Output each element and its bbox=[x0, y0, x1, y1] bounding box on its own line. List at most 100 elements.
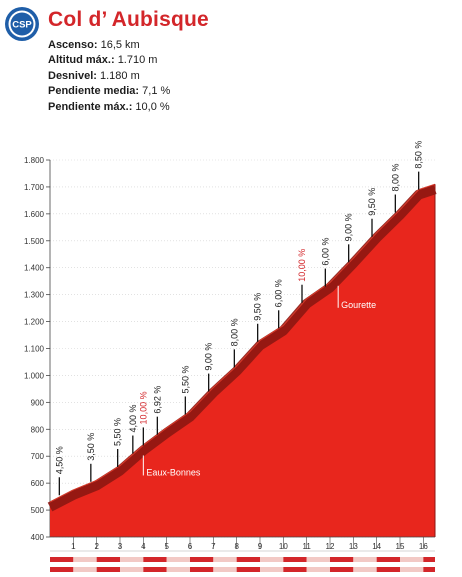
distance-band-segment bbox=[143, 567, 167, 572]
distance-band-segment bbox=[306, 557, 330, 562]
distance-band-segment bbox=[400, 557, 424, 562]
gradient-label: 5,50 % bbox=[113, 418, 123, 446]
x-tick-label: 9 bbox=[258, 542, 263, 551]
distance-band-segment bbox=[236, 567, 260, 572]
profile-road-band bbox=[47, 184, 437, 512]
x-tick-label: 11 bbox=[303, 542, 312, 551]
distance-band-segment bbox=[213, 557, 237, 562]
distance-band-segment bbox=[73, 567, 97, 572]
distance-band-segment bbox=[120, 567, 144, 572]
gradient-label: 9,00 % bbox=[344, 213, 354, 241]
distance-band-segment bbox=[166, 567, 190, 572]
distance-band-segment bbox=[143, 557, 167, 562]
distance-band-segment bbox=[400, 567, 424, 572]
distance-band-segment bbox=[50, 557, 74, 562]
place-layer: Eaux-Bonnes Gourette bbox=[142, 285, 376, 477]
place-label: Eaux-Bonnes bbox=[146, 467, 201, 477]
distance-band-segment bbox=[96, 567, 120, 572]
x-tick-label: 2 bbox=[94, 542, 99, 551]
climb-stats: Ascenso: 16,5 km Altitud máx.: 1.710 m D… bbox=[48, 38, 170, 115]
y-tick-label: 1.400 bbox=[24, 264, 45, 273]
gradient-label: 6,92 % bbox=[152, 386, 162, 414]
y-tick-label: 400 bbox=[31, 533, 45, 542]
distance-band-segment bbox=[260, 567, 284, 572]
csp-logo: CSP bbox=[5, 7, 39, 41]
x-tick-label: 12 bbox=[326, 542, 335, 551]
y-tick-label: 900 bbox=[31, 398, 45, 407]
distance-band-segment bbox=[283, 557, 307, 562]
x-tick-label: 14 bbox=[372, 542, 381, 551]
x-tick-label: 5 bbox=[164, 542, 169, 551]
y-tick-label: 1.500 bbox=[24, 237, 45, 246]
stat-elevation-gain: Desnivel: 1.180 m bbox=[48, 69, 140, 82]
x-tick-label: 4 bbox=[141, 542, 146, 551]
y-tick-label: 800 bbox=[31, 425, 45, 434]
gradient-label: 4,50 % bbox=[54, 446, 64, 474]
gradient-label: 9,00 % bbox=[204, 343, 214, 371]
stat-max-gradient: Pendiente máx.: 10,0 % bbox=[48, 100, 170, 113]
distance-band-segment bbox=[190, 567, 214, 572]
gradient-label: 4,00 % bbox=[128, 404, 138, 432]
profile-edge-line bbox=[49, 183, 436, 503]
y-tick-label: 500 bbox=[31, 506, 45, 515]
distance-band-segment bbox=[120, 557, 144, 562]
distance-band-segment bbox=[236, 557, 260, 562]
logo-center bbox=[10, 12, 34, 36]
x-tick-label: 16 bbox=[419, 542, 428, 551]
y-tick-label: 1.000 bbox=[24, 371, 45, 380]
distance-band-segment bbox=[330, 567, 354, 572]
distance-band-segment bbox=[190, 557, 214, 562]
gradient-label: 8,00 % bbox=[390, 163, 400, 191]
distance-band-segment bbox=[96, 557, 120, 562]
distance-band-segment bbox=[73, 557, 97, 562]
stat-max-altitude: Altitud máx.: 1.710 m bbox=[48, 54, 158, 67]
y-tick-label: 600 bbox=[31, 479, 45, 488]
climb-title: Col d’ Aubisque bbox=[48, 8, 209, 31]
x-axis: 1 2 3 4 5 6 7 8 9 10 11 12 13 14 15 16 bbox=[50, 536, 435, 572]
gradient-label: 6,00 % bbox=[320, 238, 330, 266]
x-tick-label: 7 bbox=[211, 542, 216, 551]
place-label: Gourette bbox=[341, 300, 376, 310]
gradient-label: 8,50 % bbox=[414, 141, 424, 169]
gradient-label: 9,50 % bbox=[367, 188, 377, 216]
x-tick-label: 8 bbox=[234, 542, 239, 551]
y-tick-label: 1.200 bbox=[24, 318, 45, 327]
gradient-label: 8,00 % bbox=[229, 318, 239, 346]
distance-band-segment bbox=[213, 567, 237, 572]
gradient-label: 5,50 % bbox=[180, 365, 190, 393]
distance-band-segment bbox=[353, 567, 377, 572]
distance-band-segment bbox=[376, 567, 400, 572]
x-tick-label: 10 bbox=[279, 542, 288, 551]
distance-band-segment bbox=[423, 567, 435, 572]
gradient-label: 9,50 % bbox=[253, 293, 263, 321]
y-tick-label: 1.600 bbox=[24, 210, 45, 219]
y-tick-label: 1.700 bbox=[24, 183, 45, 192]
gradient-label: 3,50 % bbox=[86, 433, 96, 461]
distance-band-segment bbox=[260, 557, 284, 562]
distance-band-segment bbox=[330, 557, 354, 562]
y-tick-label: 1.100 bbox=[24, 345, 45, 354]
profile-area-layer bbox=[47, 183, 437, 537]
x-tick-label: 15 bbox=[396, 542, 405, 551]
elevation-profile-chart: 400 500 600 700 800 900 1.000 1.100 1.200 1.300 1.… bbox=[24, 141, 437, 572]
y-tick-label: 700 bbox=[31, 452, 45, 461]
y-tick-label: 1.800 bbox=[24, 156, 45, 165]
x-tick-label: 6 bbox=[188, 542, 193, 551]
distance-band-segment bbox=[50, 567, 74, 572]
x-tick-label: 13 bbox=[349, 542, 358, 551]
stat-average-gradient: Pendiente media: 7,1 % bbox=[48, 85, 171, 98]
x-tick-label: 1 bbox=[71, 542, 76, 551]
distance-band-segment bbox=[166, 557, 190, 562]
x-tick-label: 3 bbox=[118, 542, 123, 551]
gradient-marker-layer: 4,50 % 3,50 %5,50 % 4,00 % 10,00 % 6,92 %5,5… bbox=[54, 141, 424, 496]
distance-band-segment bbox=[423, 557, 435, 562]
stat-ascent: Ascenso: 16,5 km bbox=[48, 39, 140, 51]
gradient-label: 10,00 % bbox=[138, 391, 148, 424]
distance-band-segment bbox=[283, 567, 307, 572]
y-axis: 400 500 600 700 800 900 1.000 1.100 1.200 1.300 1.… bbox=[24, 156, 51, 542]
logo-text: CSP bbox=[12, 20, 32, 31]
distance-band-segment bbox=[306, 567, 330, 572]
y-tick-label: 1.300 bbox=[24, 291, 45, 300]
gradient-label: 6,00 % bbox=[274, 279, 284, 307]
gradient-label: 10,00 % bbox=[297, 249, 307, 282]
